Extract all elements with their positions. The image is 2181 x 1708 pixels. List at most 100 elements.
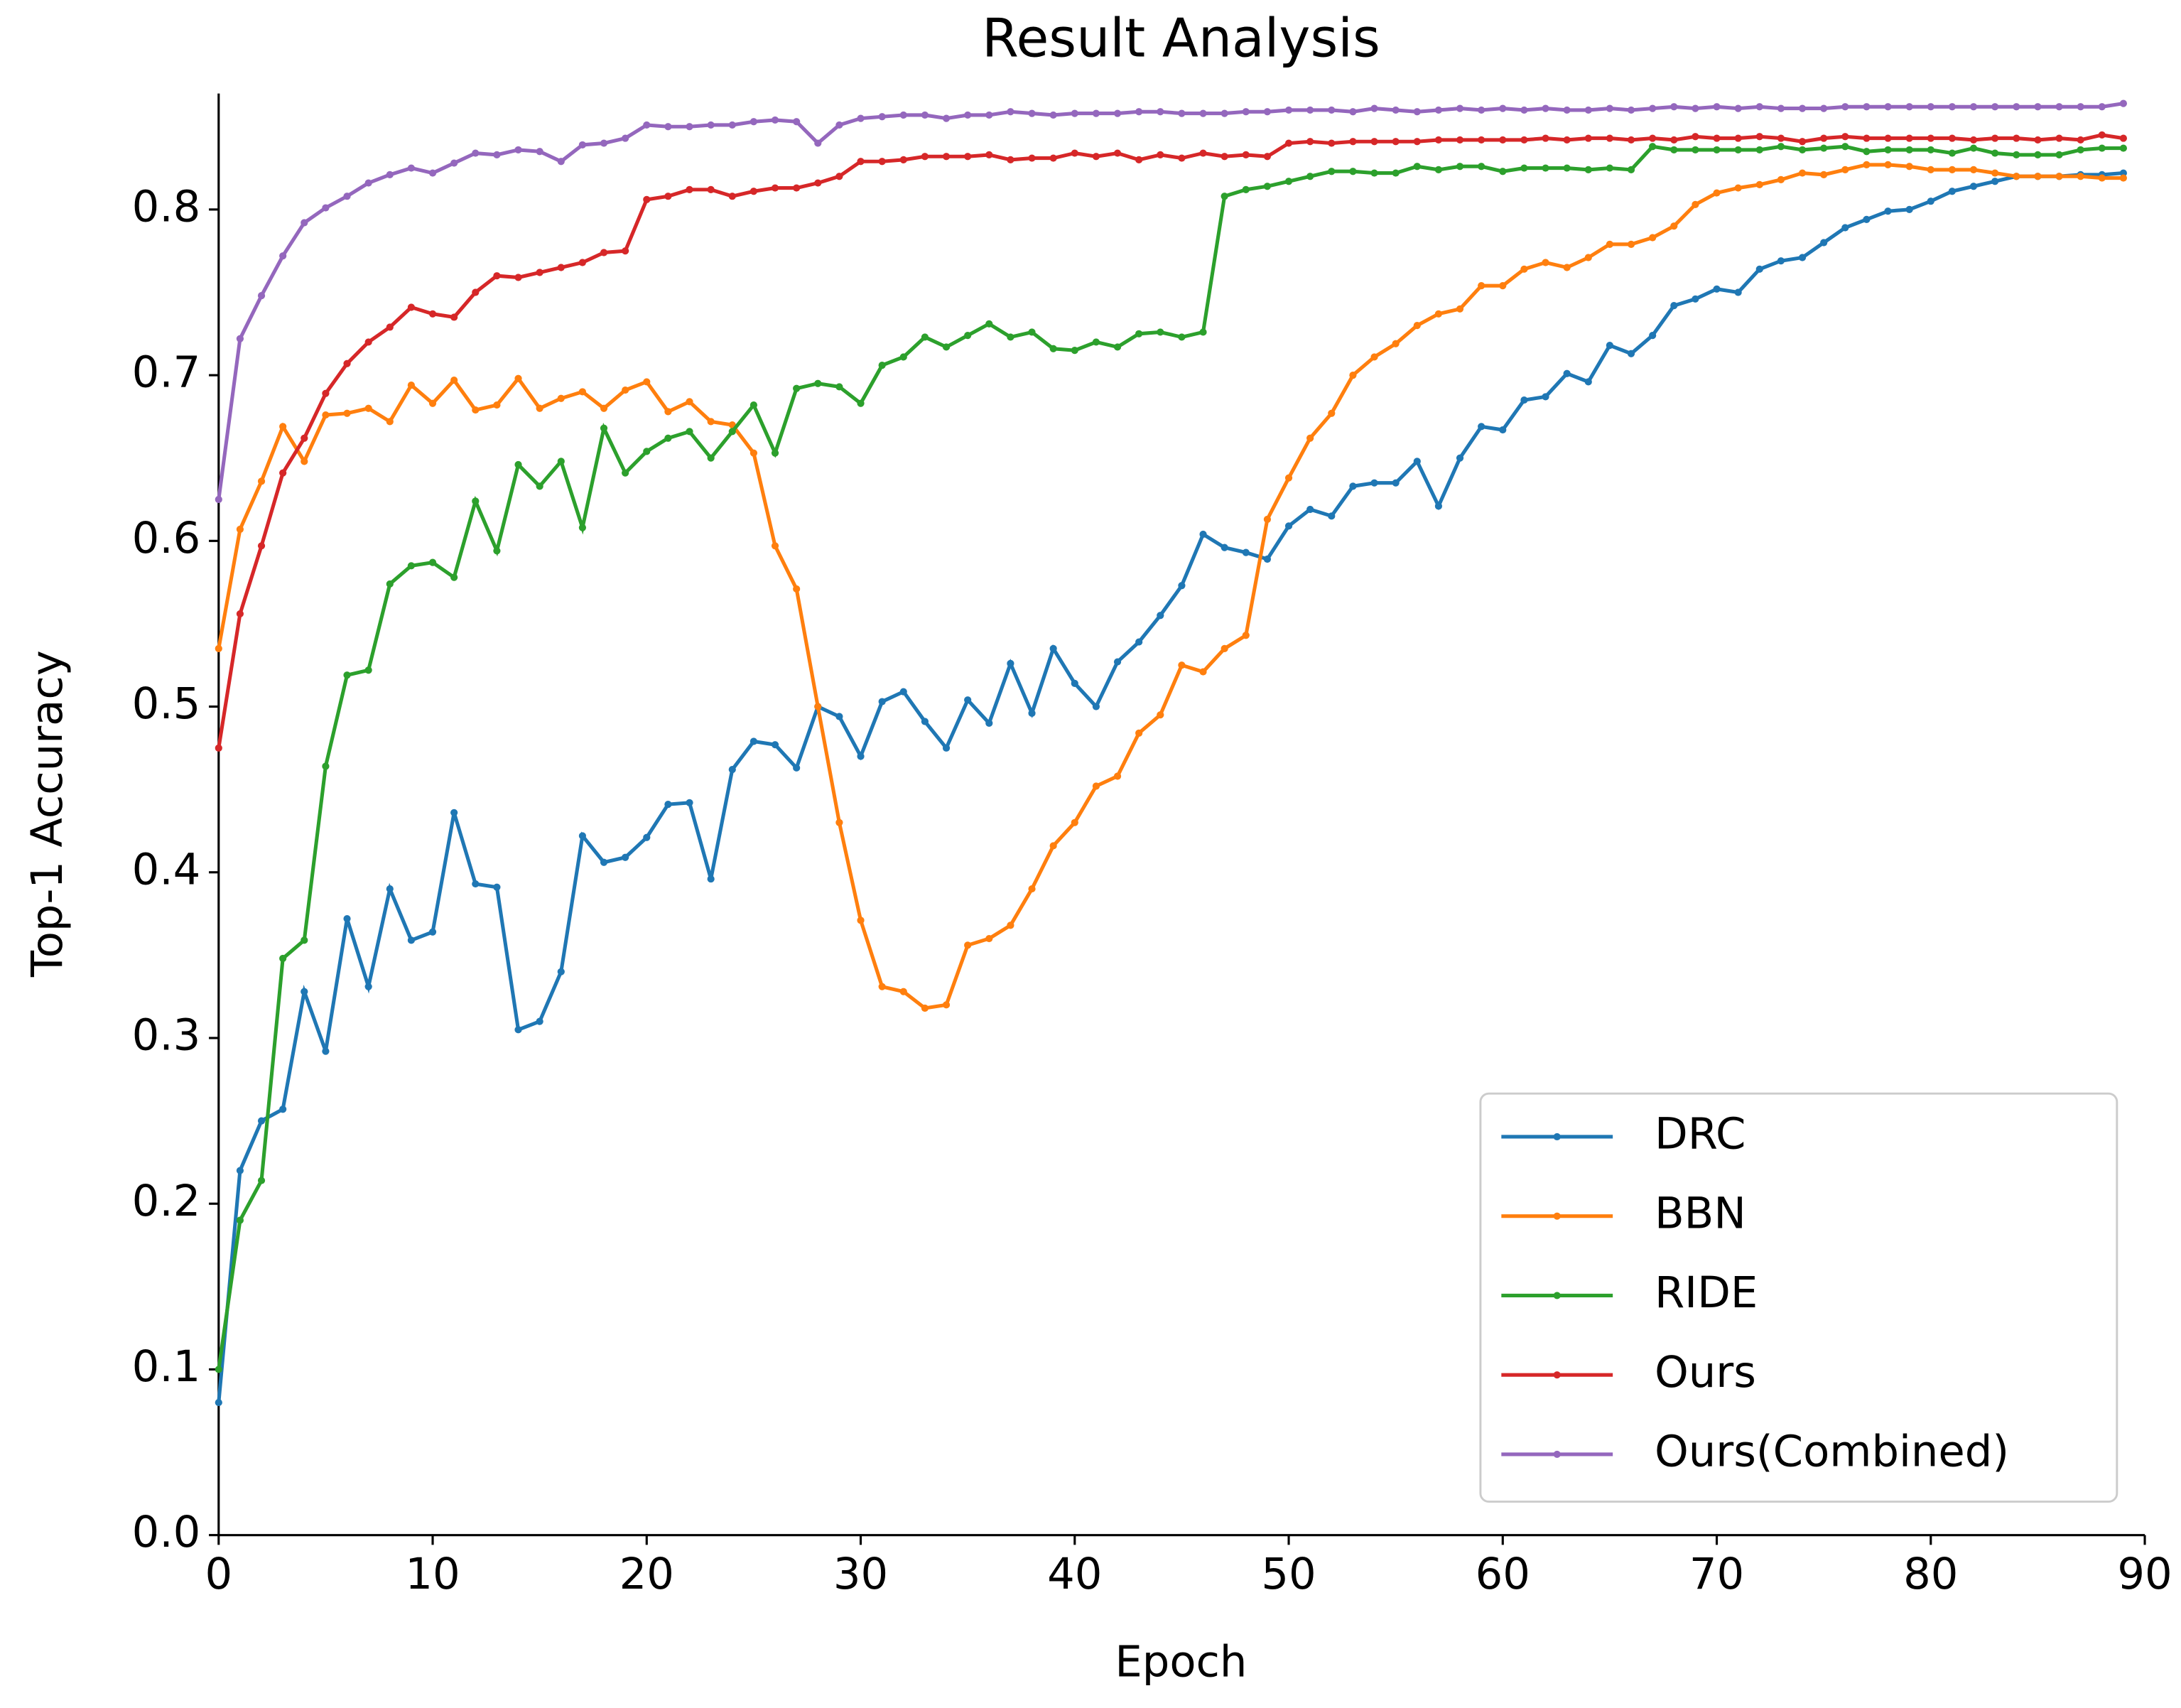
point bbox=[1157, 328, 1164, 336]
point bbox=[835, 121, 843, 129]
point bbox=[493, 272, 501, 280]
point bbox=[985, 934, 993, 943]
point bbox=[1092, 109, 1100, 117]
point bbox=[1905, 163, 1913, 171]
point bbox=[1777, 134, 1785, 142]
point bbox=[514, 146, 522, 154]
point bbox=[1927, 146, 1934, 154]
point bbox=[1221, 544, 1228, 551]
point bbox=[814, 179, 822, 187]
point bbox=[878, 113, 886, 121]
point bbox=[985, 111, 993, 119]
point bbox=[1092, 338, 1100, 346]
point bbox=[343, 360, 351, 367]
point bbox=[921, 1004, 929, 1012]
point bbox=[1007, 156, 1014, 164]
legend: DRC BBN RIDE Ours Ours(Combined) bbox=[1479, 1092, 2118, 1503]
point bbox=[536, 148, 543, 156]
point bbox=[1135, 156, 1143, 164]
point bbox=[793, 184, 801, 192]
point bbox=[215, 644, 222, 653]
point bbox=[364, 404, 372, 412]
legend-label: RIDE bbox=[1655, 1268, 1758, 1318]
point bbox=[386, 885, 394, 893]
point bbox=[1392, 169, 1400, 177]
point bbox=[1092, 782, 1100, 790]
point bbox=[771, 542, 779, 550]
series bbox=[215, 143, 2128, 1373]
point bbox=[1306, 106, 1314, 114]
point bbox=[835, 818, 843, 826]
point bbox=[1413, 138, 1421, 146]
point bbox=[1242, 632, 1250, 639]
point bbox=[1499, 168, 1507, 175]
x-tick-label: 90 bbox=[2117, 1550, 2172, 1599]
point bbox=[1284, 178, 1293, 185]
point bbox=[364, 983, 372, 990]
point bbox=[301, 936, 308, 944]
point bbox=[1905, 103, 1913, 111]
y-tick-label: 0.1 bbox=[132, 1342, 201, 1392]
point bbox=[707, 418, 715, 426]
point bbox=[964, 941, 972, 949]
point bbox=[1627, 240, 1635, 248]
point bbox=[1478, 163, 1485, 171]
point bbox=[600, 404, 608, 412]
point bbox=[1755, 146, 1763, 154]
point bbox=[1584, 254, 1592, 261]
point bbox=[964, 153, 972, 161]
point bbox=[1113, 772, 1122, 780]
point bbox=[1456, 163, 1464, 171]
legend-label: Ours bbox=[1655, 1348, 1756, 1398]
point bbox=[857, 752, 865, 760]
series bbox=[215, 99, 2128, 504]
point bbox=[1820, 144, 1828, 152]
point bbox=[1863, 215, 1871, 223]
point bbox=[322, 1047, 330, 1055]
point bbox=[1649, 134, 1657, 142]
point bbox=[1413, 108, 1421, 116]
point bbox=[1905, 205, 1913, 213]
point bbox=[1071, 109, 1078, 117]
point bbox=[1456, 136, 1464, 144]
point bbox=[1755, 180, 1763, 188]
point bbox=[1969, 183, 1978, 190]
point bbox=[536, 404, 543, 412]
point bbox=[728, 121, 736, 129]
point bbox=[622, 469, 629, 477]
point bbox=[1178, 333, 1186, 341]
point bbox=[2119, 134, 2128, 142]
point bbox=[1199, 149, 1207, 157]
point bbox=[1028, 885, 1036, 893]
point bbox=[1584, 106, 1592, 114]
point bbox=[322, 389, 330, 397]
point bbox=[450, 159, 458, 167]
point bbox=[771, 116, 779, 124]
point bbox=[622, 386, 629, 394]
point bbox=[2098, 131, 2106, 139]
point bbox=[1306, 173, 1314, 180]
point bbox=[1049, 345, 1057, 352]
point bbox=[215, 1366, 222, 1373]
point bbox=[1863, 103, 1871, 111]
point bbox=[771, 741, 779, 749]
point bbox=[536, 269, 543, 276]
point bbox=[1499, 282, 1507, 290]
point bbox=[257, 1117, 266, 1125]
point bbox=[301, 434, 308, 442]
point bbox=[1028, 328, 1036, 336]
legend-marker bbox=[1553, 1292, 1561, 1299]
point bbox=[1007, 108, 1014, 116]
series bbox=[215, 131, 2128, 752]
point bbox=[1606, 104, 1614, 112]
point bbox=[1734, 184, 1742, 192]
point bbox=[1755, 133, 1763, 141]
point bbox=[1478, 423, 1485, 431]
point bbox=[1284, 522, 1293, 530]
point bbox=[1927, 103, 1934, 111]
point bbox=[1499, 426, 1507, 434]
point bbox=[1991, 134, 1999, 142]
point bbox=[899, 688, 907, 696]
point bbox=[1370, 138, 1378, 146]
